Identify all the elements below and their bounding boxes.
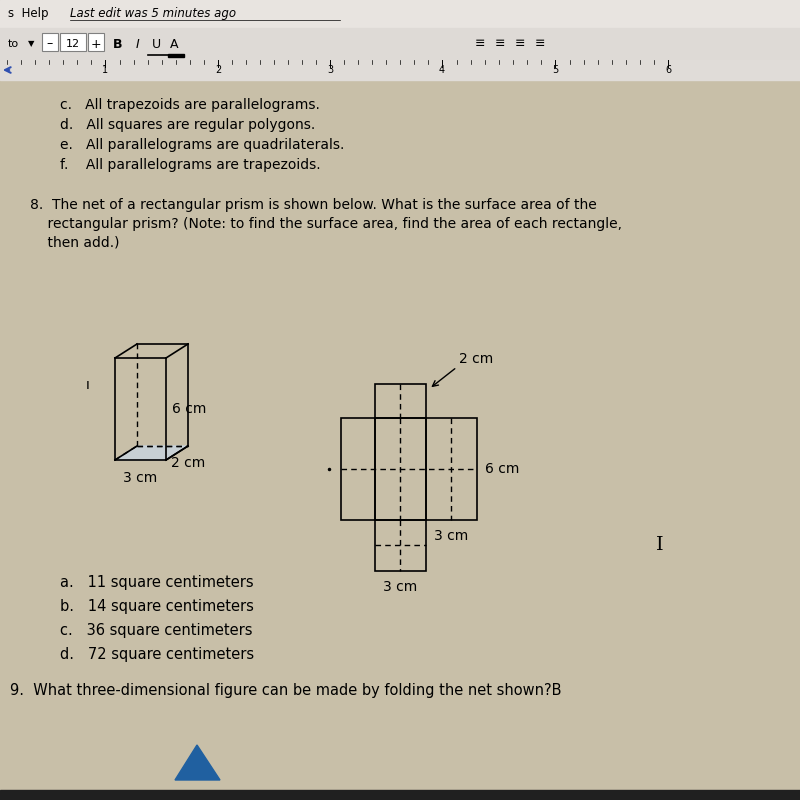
Text: d.   All squares are regular polygons.: d. All squares are regular polygons.: [60, 118, 315, 132]
Text: a.   11 square centimeters: a. 11 square centimeters: [60, 575, 254, 590]
Bar: [88, 33, 104, 51]
Bar: [375, 520, 426, 571]
Text: ≡: ≡: [494, 38, 506, 50]
Text: c.   All trapezoids are parallelograms.: c. All trapezoids are parallelograms.: [60, 98, 320, 112]
Bar: [42, 33, 58, 51]
Text: 5: 5: [552, 65, 558, 75]
Text: I: I: [656, 536, 664, 554]
Text: then add.): then add.): [30, 236, 119, 250]
Text: U: U: [151, 38, 161, 50]
Text: 6: 6: [665, 65, 671, 75]
Bar: [0, 790, 800, 800]
Bar: [375, 418, 426, 520]
Text: d.   72 square centimeters: d. 72 square centimeters: [60, 647, 254, 662]
Text: 3: 3: [327, 65, 333, 75]
Text: ▼: ▼: [28, 39, 34, 49]
Bar: [426, 418, 477, 520]
Text: 2 cm: 2 cm: [459, 352, 494, 366]
Text: +: +: [90, 38, 102, 50]
Text: 2 cm: 2 cm: [171, 456, 206, 470]
Text: e.   All parallelograms are quadrilaterals.: e. All parallelograms are quadrilaterals…: [60, 138, 344, 152]
Text: 12: 12: [66, 39, 80, 49]
Text: ≡: ≡: [474, 38, 486, 50]
Bar: [0, 28, 800, 60]
Bar: [341, 418, 375, 520]
Bar: [375, 384, 426, 418]
Text: ı: ı: [86, 378, 90, 392]
Text: 9.  What three-dimensional figure can be made by folding the net shown?B: 9. What three-dimensional figure can be …: [10, 682, 562, 698]
Polygon shape: [175, 745, 220, 780]
Bar: [0, 0, 800, 28]
Text: f.    All parallelograms are trapezoids.: f. All parallelograms are trapezoids.: [60, 158, 321, 172]
Text: Last edit was 5 minutes ago: Last edit was 5 minutes ago: [70, 7, 236, 21]
Text: 1: 1: [102, 65, 108, 75]
Text: A: A: [170, 38, 178, 50]
Text: 4: 4: [439, 65, 445, 75]
Text: 3 cm: 3 cm: [383, 580, 417, 594]
Text: 8.  The net of a rectangular prism is shown below. What is the surface area of t: 8. The net of a rectangular prism is sho…: [30, 198, 597, 212]
Text: 6 cm: 6 cm: [172, 402, 206, 416]
Text: b.   14 square centimeters: b. 14 square centimeters: [60, 599, 254, 614]
Text: rectangular prism? (Note: to find the surface area, find the area of each rectan: rectangular prism? (Note: to find the su…: [30, 217, 622, 231]
Bar: [60, 33, 86, 51]
Polygon shape: [115, 446, 188, 460]
Text: ≡: ≡: [514, 38, 526, 50]
Text: to: to: [8, 39, 19, 49]
Text: c.   36 square centimeters: c. 36 square centimeters: [60, 623, 253, 638]
Text: –: –: [47, 38, 53, 50]
Bar: [168, 54, 184, 57]
Bar: [0, 60, 800, 80]
Text: 6 cm: 6 cm: [485, 462, 519, 476]
Text: I: I: [136, 38, 140, 50]
Text: ≡: ≡: [534, 38, 546, 50]
Text: B: B: [114, 38, 122, 50]
Text: 2: 2: [215, 65, 221, 75]
Text: s  Help: s Help: [8, 7, 49, 21]
Text: 3 cm: 3 cm: [123, 471, 157, 485]
Text: 3 cm: 3 cm: [434, 529, 468, 543]
